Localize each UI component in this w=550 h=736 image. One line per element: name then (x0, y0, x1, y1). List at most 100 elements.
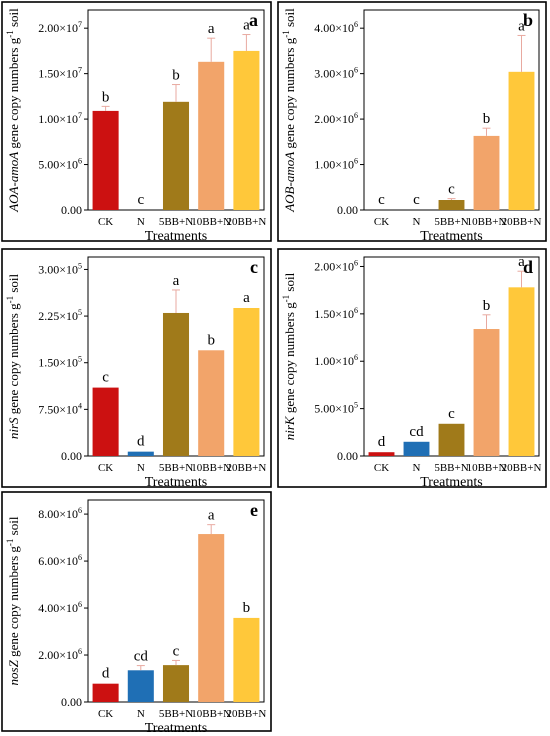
significance-letter: b (207, 332, 215, 348)
y-tick-label: 2.25×105 (38, 308, 82, 323)
x-tick-label: CK (98, 462, 113, 474)
x-tick-label: N (137, 216, 145, 228)
significance-letter: c (413, 192, 420, 208)
y-tick-label: 1.50×105 (38, 355, 82, 370)
panel-letter: e (250, 500, 258, 520)
y-tick-label: 5.00×105 (314, 401, 358, 416)
bar-ck (92, 110, 119, 210)
x-tick-label: 5BB+N (159, 708, 193, 720)
bar-ck (368, 452, 395, 456)
significance-letter: b (483, 111, 491, 127)
y-tick-label: 8.00×106 (38, 506, 82, 521)
y-axis-title: nosZ gene copy numbers g-1 soil (5, 516, 21, 685)
y-axis-title: AOA-amoA gene copy numbers g-1 soil (5, 8, 21, 213)
significance-letter: a (173, 273, 180, 289)
y-tick-label: 0.00 (61, 695, 82, 709)
x-axis-title: Treatments (145, 475, 207, 490)
panel-frame (1, 248, 272, 488)
y-tick-label: 6.00×106 (38, 553, 82, 568)
y-tick-label: 7.50×104 (38, 401, 82, 416)
panel-e: 0.00 2.00×106 4.00×106 6.00×106 8.00×106 d CK c… (1, 491, 272, 736)
significance-letter: d (378, 434, 386, 450)
x-tick-label: 20BB+N (502, 216, 542, 228)
significance-letter: cd (134, 649, 149, 665)
x-tick-label: N (137, 462, 145, 474)
y-tick-label: 3.00×105 (38, 261, 82, 276)
x-tick-label: N (413, 462, 421, 474)
significance-letter: b (102, 89, 110, 105)
x-tick-label: 5BB+N (434, 216, 468, 228)
y-tick-label: 1.50×106 (314, 306, 358, 321)
bar-10bb-plus-n (198, 61, 225, 211)
significance-letter: a (243, 290, 250, 306)
significance-letter: c (102, 370, 109, 386)
x-tick-label: N (137, 708, 145, 720)
panel-letter: d (523, 257, 533, 277)
bar-10bb-plus-n (198, 350, 225, 456)
x-axis-title: Treatments (420, 229, 482, 244)
panel-letter: b (523, 10, 533, 30)
y-tick-label: 0.00 (61, 449, 82, 463)
y-axis-title: AOB-amoA gene copy numbers g-1 soil (281, 8, 297, 213)
significance-letter: a (208, 21, 215, 37)
significance-letter: a (208, 508, 215, 524)
y-tick-label: 4.00×106 (38, 600, 82, 615)
y-tick-label: 1.00×107 (38, 111, 82, 126)
significance-letter: d (102, 666, 110, 682)
panel-letter: a (249, 10, 258, 30)
x-tick-label: 5BB+N (159, 462, 193, 474)
bar-5bb-plus-n (438, 200, 465, 210)
bar-10bb-plus-n (473, 329, 500, 456)
significance-letter: c (448, 406, 455, 422)
x-tick-label: 10BB+N (467, 462, 507, 474)
x-tick-label: 10BB+N (191, 462, 231, 474)
panel-frame (1, 491, 272, 732)
significance-letter: a (518, 254, 525, 270)
x-tick-label: CK (374, 462, 389, 474)
x-tick-label: CK (374, 216, 389, 228)
panel-c: 0.00 7.50×104 1.50×105 2.25×105 3.00×105 c CK d… (1, 248, 272, 490)
bar-n (127, 670, 154, 702)
bar-5bb-plus-n (162, 665, 190, 702)
significance-letter: b (172, 68, 180, 84)
y-tick-label: 0.00 (337, 449, 358, 463)
x-axis-title: Treatments (420, 475, 482, 490)
y-tick-label: 3.00×106 (314, 66, 358, 81)
panel-d: 0.00 5.00×105 1.00×106 1.50×106 2.00×106 d CK c… (277, 248, 547, 490)
y-axis-title: nirK gene copy numbers g-1 soil (281, 272, 297, 440)
bar-20bb-plus-n (233, 50, 260, 211)
significance-letter: c (173, 643, 180, 659)
y-tick-label: 2.00×106 (314, 111, 358, 126)
bar-ck (92, 683, 119, 702)
bar-5bb-plus-n (162, 101, 190, 210)
y-tick-label: 4.00×106 (314, 20, 358, 35)
x-tick-label: 20BB+N (226, 708, 266, 720)
y-axis-title: nirS gene copy numbers g-1 soil (5, 273, 21, 439)
x-tick-label: N (413, 216, 421, 228)
x-axis-title: Treatments (145, 229, 207, 244)
x-tick-label: 20BB+N (502, 462, 542, 474)
x-axis-title: Treatments (145, 721, 207, 736)
significance-letter: d (137, 434, 145, 450)
y-tick-label: 0.00 (61, 203, 82, 217)
bar-10bb-plus-n (473, 135, 500, 210)
significance-letter: c (137, 192, 144, 208)
significance-letter: c (448, 182, 455, 198)
y-tick-label: 0.00 (337, 203, 358, 217)
y-tick-label: 1.00×106 (314, 353, 358, 368)
x-tick-label: 20BB+N (226, 216, 266, 228)
panel-letter: c (250, 257, 258, 277)
y-tick-label: 1.00×106 (314, 157, 358, 172)
bar-20bb-plus-n (233, 307, 260, 456)
significance-letter: b (483, 298, 491, 314)
x-tick-label: 10BB+N (191, 216, 231, 228)
bar-5bb-plus-n (438, 423, 465, 456)
significance-letter: a (518, 18, 525, 34)
x-tick-label: 5BB+N (159, 216, 193, 228)
significance-letter: cd (409, 424, 424, 440)
y-tick-label: 2.00×107 (38, 20, 82, 35)
bar-5bb-plus-n (162, 312, 190, 456)
x-tick-label: 20BB+N (226, 462, 266, 474)
bar-10bb-plus-n (198, 534, 225, 702)
bar-20bb-plus-n (508, 71, 535, 211)
